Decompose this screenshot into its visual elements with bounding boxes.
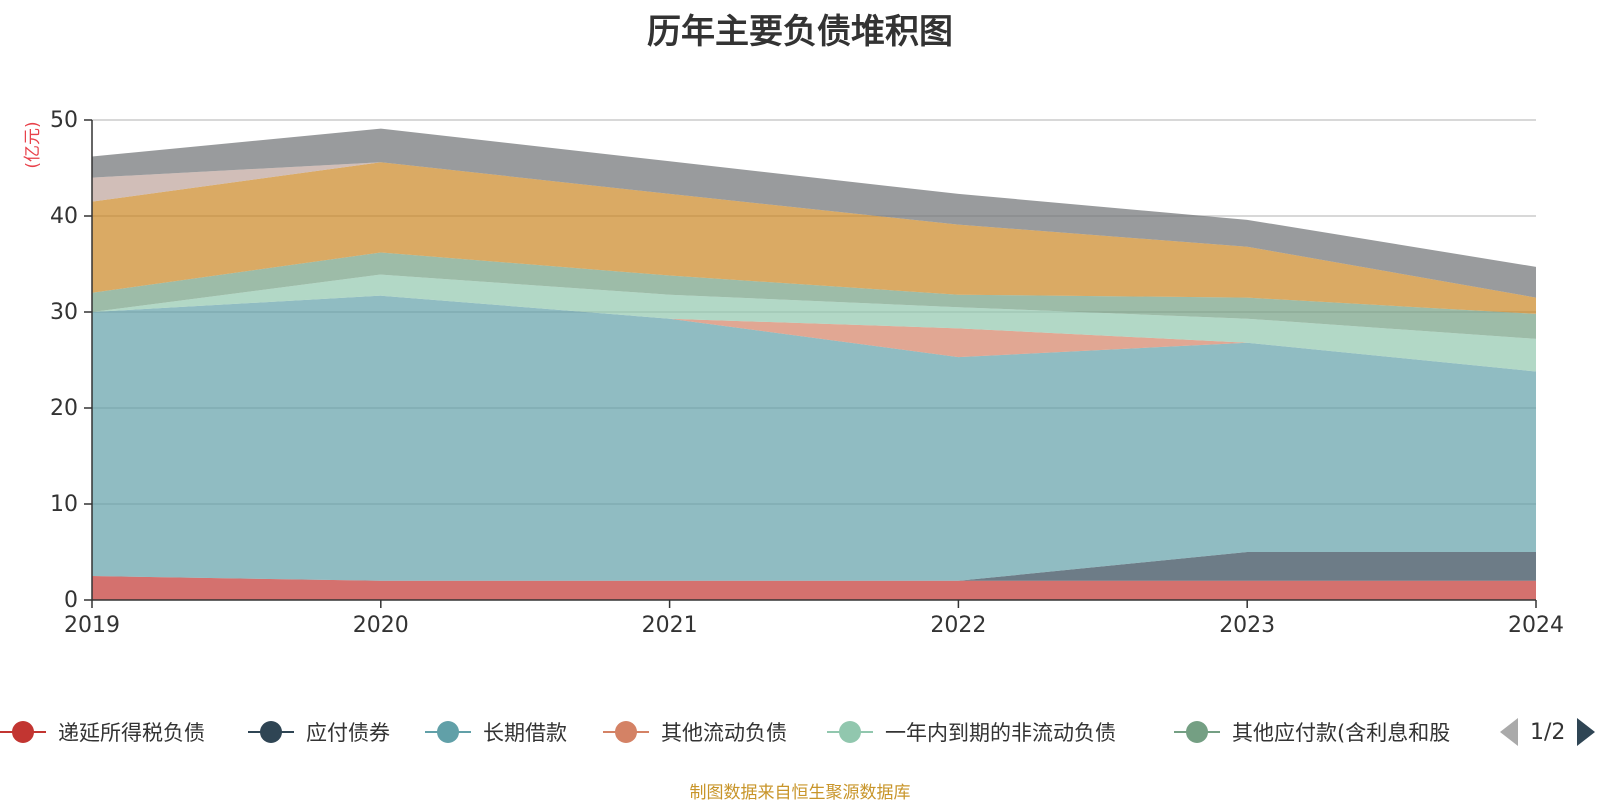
legend-item[interactable]: 应付债券 bbox=[248, 712, 390, 752]
x-tick-label: 2023 bbox=[1219, 613, 1275, 638]
y-tick-label: 20 bbox=[50, 396, 78, 421]
y-axis-unit-label: (亿元) bbox=[23, 121, 43, 168]
area-series-一年内到期的非流动负债 bbox=[92, 274, 1536, 372]
area-series bbox=[92, 128, 1536, 600]
legend-item[interactable]: 递延所得税负债 bbox=[0, 712, 205, 752]
legend-next-page-icon[interactable] bbox=[1577, 718, 1596, 746]
legend-swatch-icon bbox=[603, 719, 649, 745]
legend-prev-page-icon[interactable] bbox=[1500, 718, 1518, 746]
legend-item[interactable]: 其他流动负债 bbox=[603, 712, 787, 752]
y-tick-label: 30 bbox=[50, 300, 78, 325]
legend-item[interactable]: 其他应付款(含利息和股 bbox=[1174, 712, 1450, 752]
area-series-递延所得税负债 bbox=[92, 576, 1536, 600]
legend-swatch-icon bbox=[248, 719, 294, 745]
legend-label: 其他流动负债 bbox=[661, 721, 787, 745]
area-series-长期借款 bbox=[92, 295, 1536, 581]
legend-label: 一年内到期的非流动负债 bbox=[885, 721, 1116, 745]
chart-title: 历年主要负债堆积图 bbox=[647, 12, 953, 52]
legend-pager: 1/2 bbox=[1500, 712, 1596, 752]
legend-item[interactable]: 长期借款 bbox=[425, 712, 567, 752]
area-series-series_8 bbox=[92, 162, 1536, 298]
x-tick-label: 2024 bbox=[1508, 613, 1564, 638]
axes: 0 10 20 30 40 50 2019 2020 2021 2022 2023 2024 bbox=[50, 108, 1564, 638]
legend-page-indicator: 1/2 bbox=[1530, 719, 1566, 745]
legend-item[interactable]: 一年内到期的非流动负债 bbox=[827, 712, 1116, 752]
x-tick-label: 2019 bbox=[64, 613, 120, 638]
x-tick-label: 2020 bbox=[353, 613, 409, 638]
source-note: 制图数据来自恒生聚源数据库 bbox=[689, 783, 911, 803]
legend-label: 其他应付款(含利息和股 bbox=[1232, 721, 1451, 745]
legend-label: 递延所得税负债 bbox=[58, 721, 205, 745]
area-series-其他流动负债 bbox=[92, 295, 1536, 372]
area-series-应付债券 bbox=[92, 552, 1536, 581]
x-tick-label: 2021 bbox=[642, 613, 698, 638]
legend: 递延所得税负债 应付债券 长期借款 其他流动负债 一年内到期的非流动负债 其他应付款(含利… bbox=[0, 712, 1600, 752]
legend-label: 长期借款 bbox=[483, 721, 567, 745]
y-tick-label: 10 bbox=[50, 492, 78, 517]
legend-swatch-icon bbox=[0, 719, 46, 745]
legend-swatch-icon bbox=[827, 719, 873, 745]
x-tick-label: 2022 bbox=[930, 613, 986, 638]
y-tick-label: 0 bbox=[64, 588, 78, 613]
chart-plot: 0 10 20 30 40 50 2019 2020 2021 2022 2023 2024 (亿元) bbox=[23, 108, 1564, 638]
y-tick-label: 40 bbox=[50, 204, 78, 229]
legend-swatch-icon bbox=[425, 719, 471, 745]
legend-swatch-icon bbox=[1174, 719, 1220, 745]
legend-label: 应付债券 bbox=[306, 721, 390, 745]
area-series-series_9 bbox=[92, 128, 1536, 298]
area-series-series_7 bbox=[92, 162, 1536, 314]
area-series-其他应付款(含利息和股利) bbox=[92, 252, 1536, 339]
y-tick-label: 50 bbox=[50, 108, 78, 133]
